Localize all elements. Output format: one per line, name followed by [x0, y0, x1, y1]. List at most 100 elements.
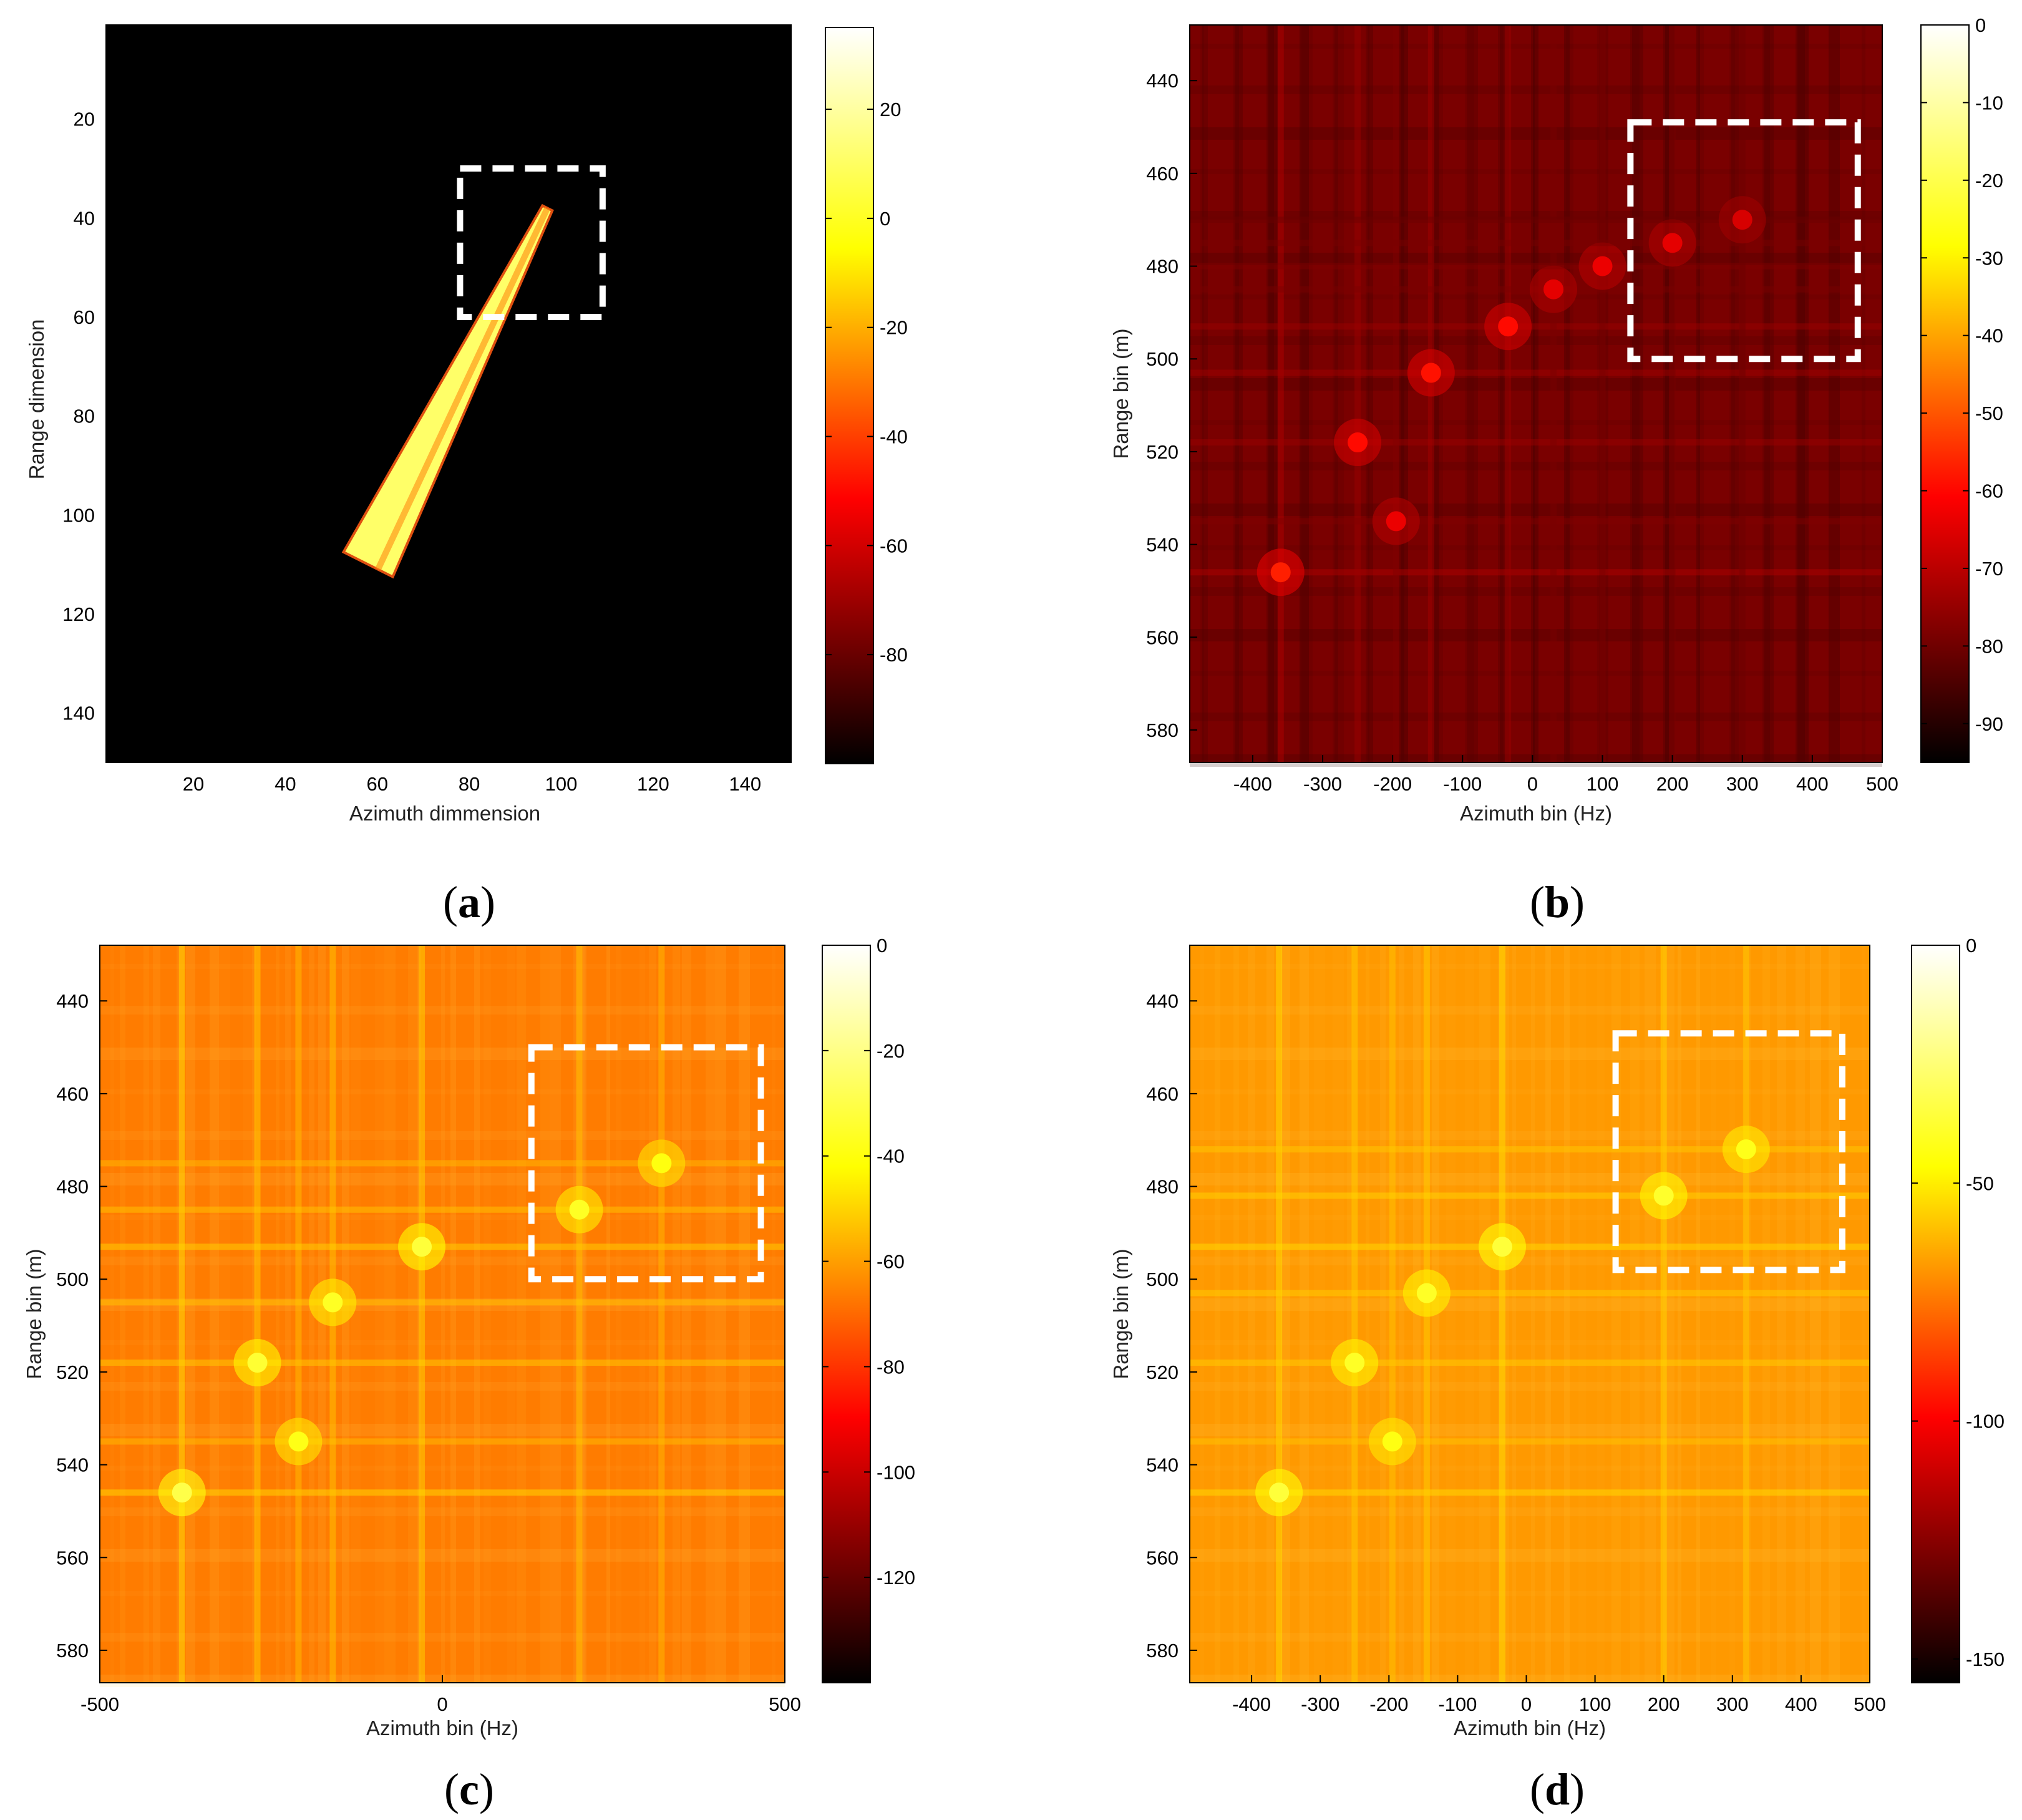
panel-b-xtick-label: 100 — [1587, 773, 1619, 795]
panel-d-stripe — [1190, 1675, 1870, 1687]
panel-c-stripe — [507, 945, 515, 1683]
panel-d-background — [1190, 945, 1870, 1683]
panel-b-stripe — [1729, 25, 1735, 762]
panel-c-stripe — [100, 1424, 785, 1436]
panel-d-stripe — [1190, 1507, 1870, 1516]
panel-b-xtick-label: 500 — [1866, 773, 1898, 795]
panel-b-scatterer — [1592, 256, 1613, 276]
panel-d-colorbar — [1911, 945, 1960, 1683]
panel-b-colorbar-tick-label: -10 — [1975, 92, 2003, 114]
panel-b-ytick-label: 460 — [1146, 163, 1179, 185]
panel-c-stripe — [276, 945, 279, 1683]
panel-c-colorbar-tick-label: 0 — [877, 935, 887, 956]
panel-d-stripe — [1597, 945, 1605, 1683]
panel-d-ytick-label: 520 — [1146, 1361, 1179, 1383]
panel-c-scatterer — [569, 1199, 590, 1220]
panel-c-colorbar-tick-label: -20 — [877, 1040, 905, 1062]
panel-d-ytick-label: 500 — [1146, 1268, 1179, 1290]
panel-d-sidelobe-texture — [1190, 945, 1870, 1687]
panel-d-xtick-label: 200 — [1648, 1693, 1680, 1715]
panel-b-stripe — [1190, 713, 1882, 721]
panel-a-ytick-label: 60 — [74, 306, 95, 328]
panel-b-colorbar-tick-label: -70 — [1975, 558, 2003, 580]
panel-d-stripe — [1190, 1591, 1870, 1596]
panel-b-ytick-label: 480 — [1146, 256, 1179, 278]
panel-c-stripe — [100, 1048, 785, 1060]
panel-d-ytick-label: 460 — [1146, 1083, 1179, 1105]
panel-d-stripe — [1465, 945, 1474, 1683]
panel-d-scatterer — [1416, 1283, 1437, 1303]
panel-b-stripe — [1401, 25, 1408, 762]
panel-d-stripe — [1190, 1633, 1870, 1642]
panel-b-scatterer — [1270, 562, 1291, 583]
panel-d-stripe — [1190, 1215, 1870, 1220]
panel-b-xtick-label: 300 — [1726, 773, 1759, 795]
panel-a-ylabel: Range dimension — [25, 319, 48, 480]
panel-d-xtick-label: 500 — [1854, 1693, 1886, 1715]
panel-b-scatterer — [1498, 316, 1519, 337]
panel-d-colorbar-tick-label: -150 — [1966, 1648, 2005, 1670]
panel-c-stripe — [573, 945, 585, 1683]
panel-b-xtick-label: -400 — [1233, 773, 1272, 795]
panel-a-colorbar — [825, 27, 874, 764]
panel-a-colorbar-tick-label: 0 — [880, 208, 890, 230]
panel-c-colorbar-tick-label: -40 — [877, 1146, 905, 1167]
panel-c-colorbar-tick-label: -100 — [877, 1461, 915, 1483]
panel-b-plot-frame — [1189, 24, 1883, 763]
panel-b-colorbar-tick-label: -60 — [1975, 480, 2003, 502]
panel-c-ylabel: Range bin (m) — [22, 1248, 46, 1379]
panel-b-scatterer — [1386, 511, 1406, 532]
panel-c-stripe — [682, 945, 691, 1683]
panel-d-stripe — [1729, 945, 1735, 1683]
panel-a-xtick-label: 60 — [367, 773, 388, 795]
panel-c-stripe — [120, 945, 125, 1683]
panel-d-stripe — [1333, 945, 1344, 1683]
panel-b-stripe — [1334, 25, 1338, 762]
panel-c-sidelobe-texture — [100, 945, 785, 1687]
panel-c-stripe — [417, 945, 421, 1683]
panel-d-stripe — [1498, 945, 1509, 1683]
panel-b-stripe — [1465, 25, 1474, 762]
panel-c-ytick-label: 460 — [56, 1083, 89, 1105]
panel-d-stripe — [1796, 945, 1805, 1683]
panel-d-ytick-label: 480 — [1146, 1176, 1179, 1198]
panel-d-stripe — [1829, 945, 1840, 1683]
panel-b-stripe — [1566, 25, 1573, 762]
panel-a-xtick-label: 80 — [459, 773, 480, 795]
panel-d-stripe — [1190, 1382, 1870, 1391]
panel-a-xlabel: Azimuth dimmension — [349, 802, 540, 825]
panel-d-stripe — [1190, 1298, 1870, 1311]
panel-b-stripe — [1599, 25, 1608, 762]
panel-a-xtick-label: 20 — [183, 773, 204, 795]
panel-d-stripe — [1347, 945, 1351, 1683]
panel-c-stripe — [484, 945, 491, 1683]
panel-a-xticks: 20 40 60 80 100 120 140 — [183, 755, 761, 795]
panel-b-stripe — [1190, 85, 1882, 94]
panel-d-scatterer — [1736, 1139, 1756, 1160]
panel-b-xtick-label: -300 — [1303, 773, 1342, 795]
panel-c-stripe — [100, 964, 785, 969]
panel-d-ytick-label: 560 — [1146, 1547, 1179, 1569]
panel-c-stripe — [384, 945, 396, 1683]
panel-c-stripe — [550, 945, 561, 1683]
panel-d-stripe — [1578, 945, 1586, 1683]
panel-b-xticks: -400 -300 -200 -100 0 100 200 300 400 500 — [1233, 755, 1898, 795]
panel-c-stripe — [639, 945, 645, 1683]
panel-b-stripe — [1190, 253, 1882, 265]
panel-b-stripe — [1190, 629, 1882, 641]
panel-c-stripe — [100, 1633, 785, 1642]
panel-b-stripe — [1533, 25, 1538, 762]
panel-c-stripe — [706, 945, 715, 1683]
panel-c-background — [100, 945, 785, 1683]
panel-d-stripe — [1190, 964, 1870, 969]
panel-d-stripe — [1446, 945, 1456, 1683]
panel-d-plot-frame — [1189, 945, 1870, 1683]
panel-b-stripe — [1190, 169, 1882, 174]
panel-b-ytick-label: 580 — [1146, 719, 1179, 741]
panel-b-stripe — [1190, 211, 1882, 220]
panel-a-marks — [106, 25, 791, 762]
panel-d-stripe — [1200, 945, 1204, 1683]
panel-d-xtick-label: 0 — [1521, 1693, 1532, 1715]
panel-b-stripe — [1796, 25, 1805, 762]
panel-b-scatterer — [1421, 363, 1441, 383]
